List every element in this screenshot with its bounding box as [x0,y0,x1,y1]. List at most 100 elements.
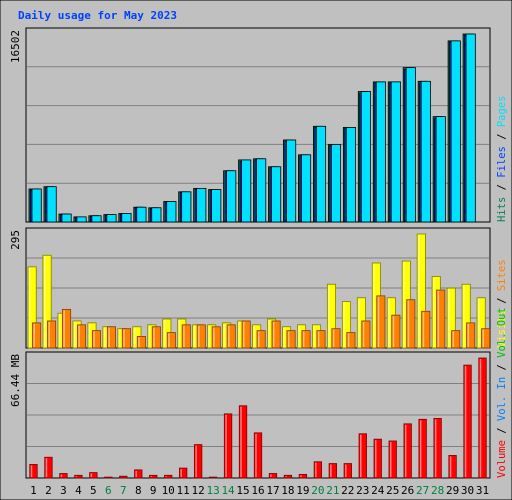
bar-volume-day-23 [358,433,367,479]
legend-separator: / [496,421,508,440]
bar-sites-day-12 [196,324,206,349]
bar-volume-day-20 [313,461,323,479]
bar-volume-day-17 [268,473,278,479]
x-tick-label: 25 [386,484,399,497]
bar-volume-day-10 [164,474,173,479]
bar-highlight [463,285,465,347]
bar-highlight [377,296,380,347]
bar-highlight [193,325,196,347]
x-tick-label: 27 [416,484,429,497]
bar-highlight [287,331,290,347]
bar-highlight [93,331,95,347]
bars [29,357,487,479]
bar-sites-day-19 [301,330,311,349]
bar-highlight [168,333,170,347]
x-tick-label: 24 [371,484,385,497]
bar-highlight [48,321,50,347]
bar-highlight [272,321,275,347]
bar-highlight [270,474,272,477]
bar-highlight [345,464,347,477]
y-max-label: 295 [9,230,22,250]
legend-item: Pages [496,96,508,128]
x-tick-label: 1 [30,484,37,497]
bar-pages-day-24 [375,81,386,223]
legend-item: Sites [496,259,508,291]
legend-item: Files [496,146,508,178]
legend-separator: / [496,358,508,377]
bar-volume-day-15 [238,405,248,479]
bar-volume-day-16 [253,432,263,479]
bar-pages-day-12 [196,187,207,223]
bar-highlight [448,289,450,347]
bar-highlight [298,325,300,347]
bar-highlight [225,414,227,477]
legend-item: Vol. In [496,377,508,421]
bar-highlight [404,424,407,477]
x-tick-label: 23 [356,484,369,497]
bar-highlight [240,406,242,477]
bar-sites-day-14 [226,324,236,349]
bar-highlight [452,331,455,347]
bar-highlight [362,321,365,347]
x-tick-label: 13 [206,484,219,497]
x-tick-label: 31 [476,484,489,497]
bar-volume-day-21 [328,463,337,479]
bar-sites-day-30 [466,322,476,349]
bar-highlight [434,419,437,477]
x-tick-label: 2 [45,484,52,497]
bar-highlight [29,267,31,347]
chart-panel-3: 66.44 MB Volume / Vol. In / Vol. Out [9,307,508,479]
x-tick-label: 12 [192,484,205,497]
legend-separator: / [496,178,508,197]
x-tick-label: 5 [90,484,97,497]
x-axis-labels: 1 2 3 4 5 6 7 8 9 10 11 12 13 14 15 16 17 18 19 20 21 22 23 24 2… [30,484,489,497]
bar-pages-day-11 [181,191,192,223]
bar-highlight [78,325,80,347]
bar-pages-day-4 [76,216,87,223]
x-tick-label: 19 [296,484,309,497]
bar-sites-day-4 [76,324,87,349]
bar-pages-day-26 [405,67,416,223]
bar-highlight [315,462,317,477]
bar-highlight [60,474,63,477]
chart-panel-1: 16502 Hits / Files / Pages [9,27,508,223]
bar-sites-day-1 [32,322,42,349]
bar-highlight [467,323,470,347]
bar-sites-day-2 [47,320,57,349]
bars [28,33,476,223]
bar-sites-day-10 [166,332,176,349]
bar-highlight [317,331,320,347]
bar-highlight [228,325,230,347]
bar-highlight [255,433,257,477]
bar-highlight [300,475,302,477]
bar-pages-day-17 [271,166,282,223]
bar-volume-day-7 [119,475,128,479]
bar-sites-day-29 [451,330,461,349]
bar-pages-day-23 [360,91,371,223]
bar-sites-day-23 [361,320,371,349]
bar-highlight [58,314,61,347]
bar-highlight [33,323,35,347]
bar-pages-day-29 [450,40,461,223]
bar-highlight [123,329,125,347]
bar-sites-day-31 [481,328,491,349]
bar-highlight [285,476,287,477]
bar-volume-day-31 [478,357,487,479]
bar-volume-day-9 [149,474,158,479]
series-legend: Hits / Files / Pages [496,96,508,222]
bar-highlight [360,434,362,477]
bar-sites-day-15 [241,320,251,349]
bar-highlight [103,327,106,347]
bar-highlight [165,476,167,477]
bar-sites-day-8 [136,336,146,349]
bar-volume-day-3 [59,473,68,479]
bar-highlight [478,298,480,347]
x-tick-label: 18 [281,484,294,497]
bar-volume-day-24 [373,438,382,479]
x-tick-label: 22 [341,484,354,497]
bar-highlight [150,476,152,477]
x-tick-label: 4 [75,484,82,497]
bar-highlight [163,320,166,347]
bar-sites-day-28 [436,289,446,349]
bar-highlight [135,470,138,477]
